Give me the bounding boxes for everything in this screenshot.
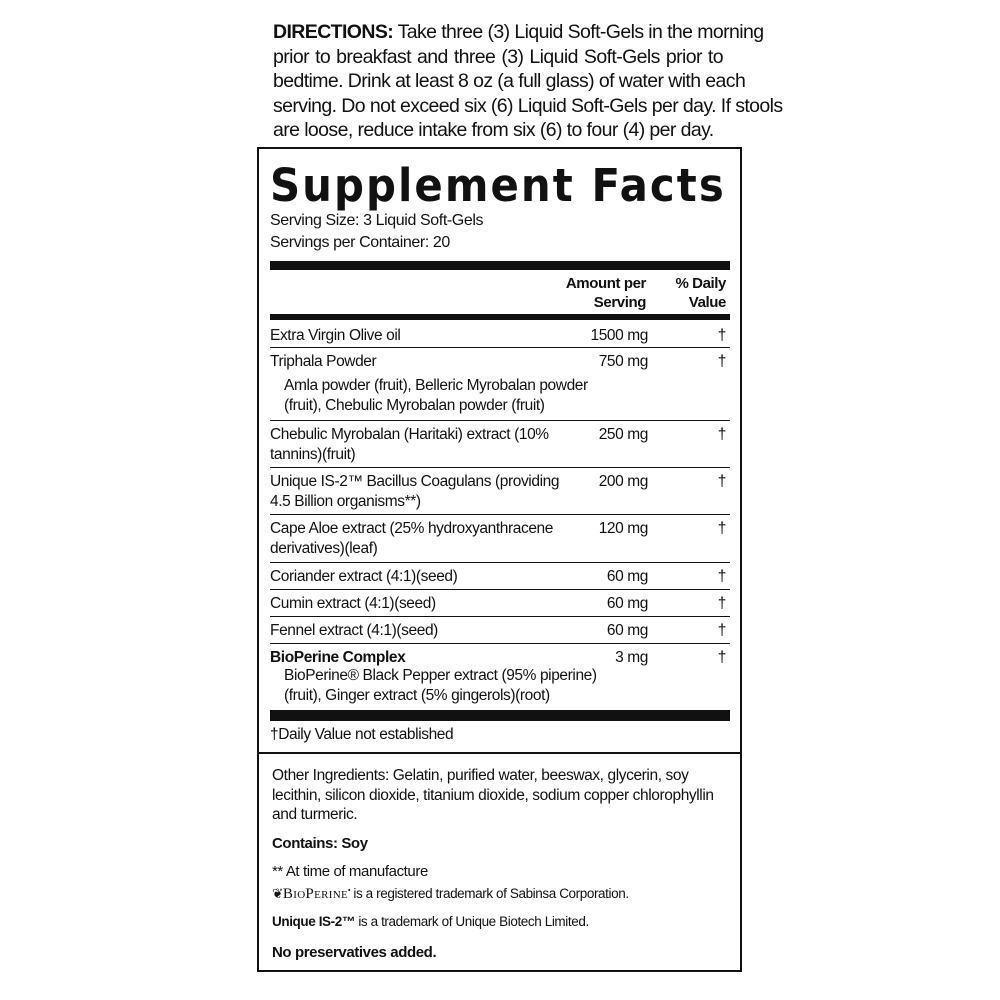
- directions-line: DIRECTIONS: Take three (3) Liquid Soft-G…: [273, 21, 764, 43]
- ingredient-row: Cumin extract (4:1)(seed) 60 mg †: [270, 590, 730, 617]
- directions-line: serving. Do not exceed six (6) Liquid So…: [273, 94, 783, 117]
- servings-per-container: Servings per Container: 20: [270, 234, 450, 251]
- ingredient-row: Fennel extract (4:1)(seed) 60 mg †: [270, 617, 730, 644]
- ingredient-row: Chebulic Myrobalan (Haritaki) extract (1…: [270, 421, 730, 468]
- ingredient-row: BioPerine Complex BioPerine® Black Pepper…: [270, 649, 726, 704]
- preservatives-statement: No preservatives added.: [272, 944, 437, 961]
- section-divider: [259, 752, 740, 754]
- leaf-icon: ❦: [272, 886, 283, 901]
- directions: DIRECTIONS: Take three (3) Liquid Soft-G…: [273, 20, 783, 143]
- allergen-statement: Contains: Soy: [272, 835, 368, 852]
- other-ingredients: Other Ingredients: Gelatin, purified wat…: [272, 767, 714, 823]
- ingredient-row: Extra Virgin Olive oil 1500 mg †: [270, 322, 730, 348]
- manufacture-note: ** At time of manufacture: [272, 863, 428, 880]
- directions-label: DIRECTIONS:: [273, 21, 394, 43]
- directions-line: are loose, reduce intake from six (6) to…: [273, 119, 714, 141]
- supplement-facts-panel: Supplement Facts Serving Size: 3 Liquid …: [257, 147, 742, 972]
- panel-title: Supplement Facts: [270, 159, 726, 212]
- directions-line: bedtime. Drink at least 8 oz (a full gla…: [273, 70, 746, 92]
- directions-line: prior to breakfast and three (3) Liquid …: [273, 45, 724, 68]
- thick-divider: [270, 710, 730, 721]
- thick-divider: [270, 261, 730, 270]
- bioperine-logo: BioPerine: [282, 886, 348, 902]
- ingredient-row: Coriander extract (4:1)(seed) 60 mg †: [270, 563, 730, 590]
- ingredient-row: Triphala Powder Amla powder (fruit), Bell…: [270, 348, 730, 421]
- unique-trademark: Unique IS-2™ is a trademark of Unique Bi…: [272, 914, 589, 929]
- serving-size: Serving Size: 3 Liquid Soft-Gels: [270, 212, 484, 229]
- ingredient-row: Unique IS-2™ Bacillus Coagulans (providi…: [270, 468, 730, 515]
- bioperine-trademark: ❦BioPerine• is a registered trademark of…: [272, 886, 629, 902]
- ingredient-row: Cape Aloe extract (25% hydroxyanthracene…: [270, 515, 730, 563]
- header-daily-value: % Daily Value: [675, 275, 726, 311]
- header-amount: Amount per Serving: [565, 275, 647, 311]
- daily-value-footnote: †Daily Value not established: [270, 726, 454, 743]
- medium-divider: [270, 314, 730, 320]
